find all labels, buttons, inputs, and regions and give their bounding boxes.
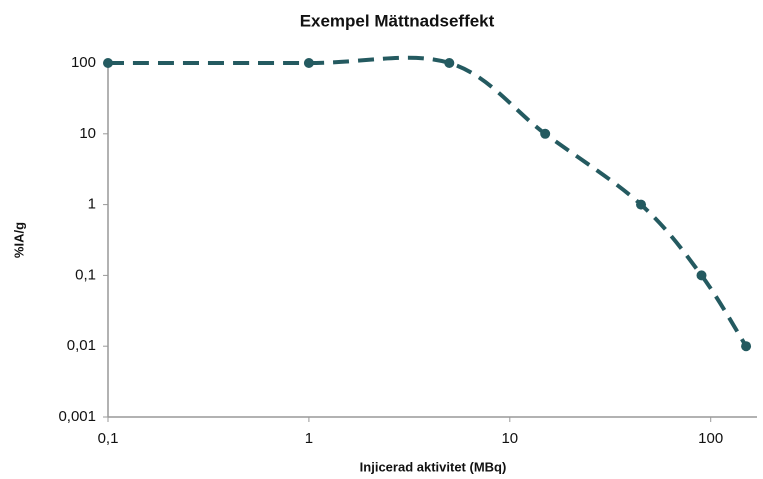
marker [444,58,455,68]
y-tick-label: 0,1 [75,266,96,283]
marker [636,199,647,210]
marker [303,58,314,68]
y-tick-label: 100 [71,54,96,71]
y-tick-label: 1 [88,196,96,213]
marker [696,270,707,281]
x-tick-label: 10 [501,430,518,447]
marker [540,128,551,139]
y-tick-label: 0,01 [67,337,96,354]
y-tick-label: 10 [79,125,96,142]
chart-title: Exempel Mättnadseffekt [300,11,495,30]
marker [103,58,113,68]
x-axis-label: Injicerad aktivitet (MBq) [360,459,507,474]
x-tick-label: 1 [305,430,313,447]
x-tick-label: 100 [698,430,723,447]
y-tick-label: 0,001 [58,408,96,425]
y-axis-label: %IA/g [11,222,26,258]
marker [741,341,752,352]
series-line [108,55,748,348]
x-tick-label: 0,1 [98,430,119,447]
